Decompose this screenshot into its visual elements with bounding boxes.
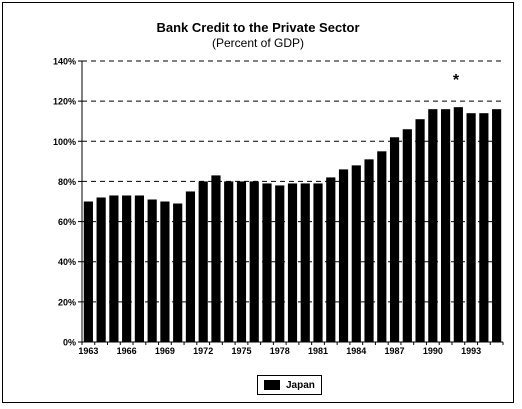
- bar-1974: [224, 181, 234, 342]
- bar-1986: [377, 151, 387, 342]
- bar-1985: [364, 159, 374, 342]
- bar-1983: [338, 169, 349, 342]
- bar-1987: [389, 137, 400, 342]
- bar-1973: [211, 175, 221, 342]
- bar-1992: [453, 107, 463, 343]
- annotation-asterisk: *: [453, 72, 460, 89]
- chart-title: Bank Credit to the Private Sector: [156, 20, 360, 35]
- bar-1967: [134, 195, 145, 342]
- x-tick-label: 1978: [270, 346, 290, 356]
- bar-1963: [83, 201, 93, 342]
- bar-1978: [275, 185, 285, 342]
- chart-frame: Bank Credit to the Private Sector (Perce…: [2, 2, 514, 403]
- bar-1968: [147, 199, 157, 342]
- x-tick-label: 1975: [231, 346, 251, 356]
- bar-1990: [428, 109, 438, 343]
- chart-subtitle: (Percent of GDP): [211, 36, 305, 50]
- bar-1981: [313, 183, 323, 342]
- x-tick-label: 1981: [308, 346, 328, 356]
- bar-1994: [479, 113, 489, 342]
- legend: Japan: [257, 375, 322, 395]
- bar-1982: [326, 177, 336, 342]
- x-tick-label: 1966: [117, 346, 137, 356]
- y-tick-label: 20%: [58, 297, 76, 307]
- bar-1993: [466, 113, 476, 342]
- bar-1970: [173, 203, 183, 342]
- plot-area: 0% 20% 40% 60% 80% 100% 120% 140% 1963 1966 1969 19…: [53, 57, 504, 356]
- bar-1995: [492, 109, 502, 343]
- x-tick-label: 1987: [385, 346, 405, 356]
- bar-1966: [122, 195, 132, 342]
- x-tick-label: 1972: [193, 346, 213, 356]
- bar-1989: [415, 119, 425, 342]
- bar-1971: [185, 191, 196, 342]
- bar-1979: [287, 183, 298, 342]
- y-tick-label: 80%: [58, 177, 76, 187]
- x-tick-label: 1984: [346, 346, 366, 356]
- legend-label-japan: Japan: [286, 379, 315, 391]
- y-tick-label: 140%: [53, 57, 76, 67]
- bar-1972: [198, 181, 208, 342]
- bar-1965: [109, 195, 119, 342]
- x-tick-label: 1993: [461, 346, 481, 356]
- bar-1988: [402, 129, 412, 342]
- bar-1980: [300, 183, 310, 342]
- bar-1984: [351, 165, 361, 342]
- bar-1991: [440, 109, 451, 343]
- x-tick-label: 1969: [155, 346, 175, 356]
- legend-swatch-japan: [264, 380, 280, 390]
- bar-1975: [236, 181, 247, 342]
- y-tick-label: 60%: [58, 217, 76, 227]
- bar-1964: [96, 197, 106, 342]
- y-tick-label: 0%: [63, 338, 76, 348]
- x-tick-label: 1990: [423, 346, 443, 356]
- bar-1977: [262, 183, 272, 342]
- y-tick-label: 100%: [53, 137, 76, 147]
- y-tick-label: 40%: [58, 257, 76, 267]
- x-tick-label: 1963: [78, 346, 98, 356]
- bar-1976: [249, 181, 259, 342]
- y-tick-label: 120%: [53, 97, 76, 107]
- bar-1969: [160, 201, 170, 342]
